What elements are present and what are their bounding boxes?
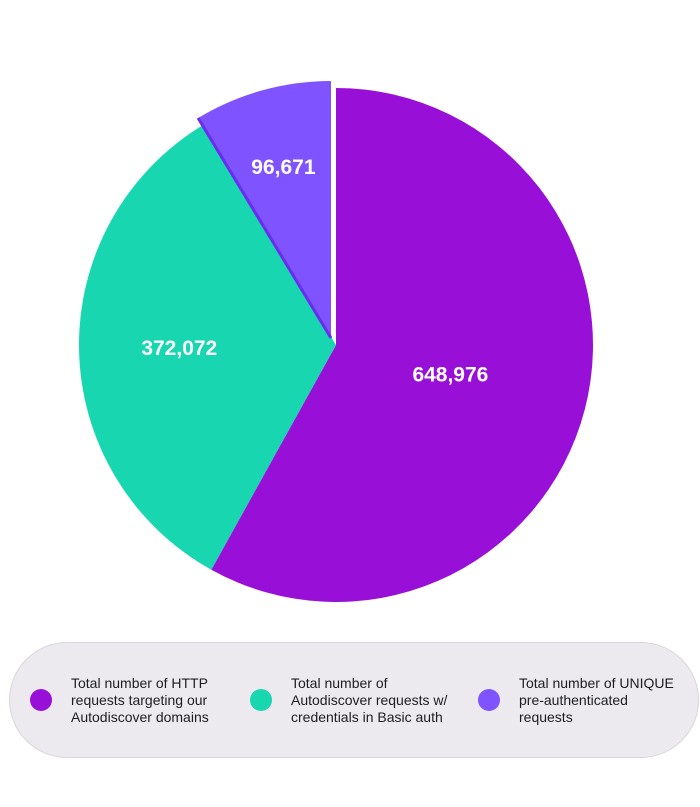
- pie-chart-svg: 648,976 372,072 96,671: [79, 81, 594, 602]
- pie-slice-http-requests: [211, 88, 594, 602]
- legend-label-line: requests targeting our: [71, 691, 208, 708]
- legend-label-line: credentials in Basic auth: [291, 708, 443, 725]
- pie-slice-basic-auth-requests: [79, 125, 336, 570]
- pie-chart: 648,976 372,072 96,671: [79, 81, 594, 602]
- legend-label: Total number of Autodiscover requests w/…: [291, 675, 447, 726]
- pie-slice-unique-pre-auth-requests: [198, 81, 331, 338]
- legend-label-line: requests: [519, 708, 573, 725]
- legend-label-line: pre-authenticated: [519, 691, 628, 708]
- legend-label-line: Total number of UNIQUE: [519, 674, 674, 691]
- slice-value-label-basic-auth: 372,072: [141, 337, 217, 360]
- legend-swatch-purple: [30, 689, 52, 711]
- slice-value-label-unique: 96,671: [251, 156, 316, 179]
- legend-label-line: Total number of HTTP: [71, 674, 208, 691]
- legend-label-line: Autodiscover domains: [71, 708, 209, 725]
- legend-swatch-violet: [478, 689, 500, 711]
- slice-value-label-http: 648,976: [412, 364, 488, 387]
- legend-item-unique-pre-auth-requests: Total number of UNIQUE pre-authenticated…: [478, 643, 693, 757]
- legend-item-http-requests: Total number of HTTP requests targeting …: [30, 643, 250, 757]
- pie-slice-separator-edge: [196, 117, 333, 339]
- legend-label: Total number of UNIQUE pre-authenticated…: [519, 675, 674, 726]
- legend-label: Total number of HTTP requests targeting …: [71, 675, 209, 726]
- legend-item-basic-auth-requests: Total number of Autodiscover requests w/…: [250, 643, 480, 757]
- chart-legend: Total number of HTTP requests targeting …: [9, 642, 699, 758]
- legend-label-line: Total number of: [291, 674, 388, 691]
- legend-label-line: Autodiscover requests w/: [291, 691, 448, 708]
- legend-swatch-teal: [250, 689, 272, 711]
